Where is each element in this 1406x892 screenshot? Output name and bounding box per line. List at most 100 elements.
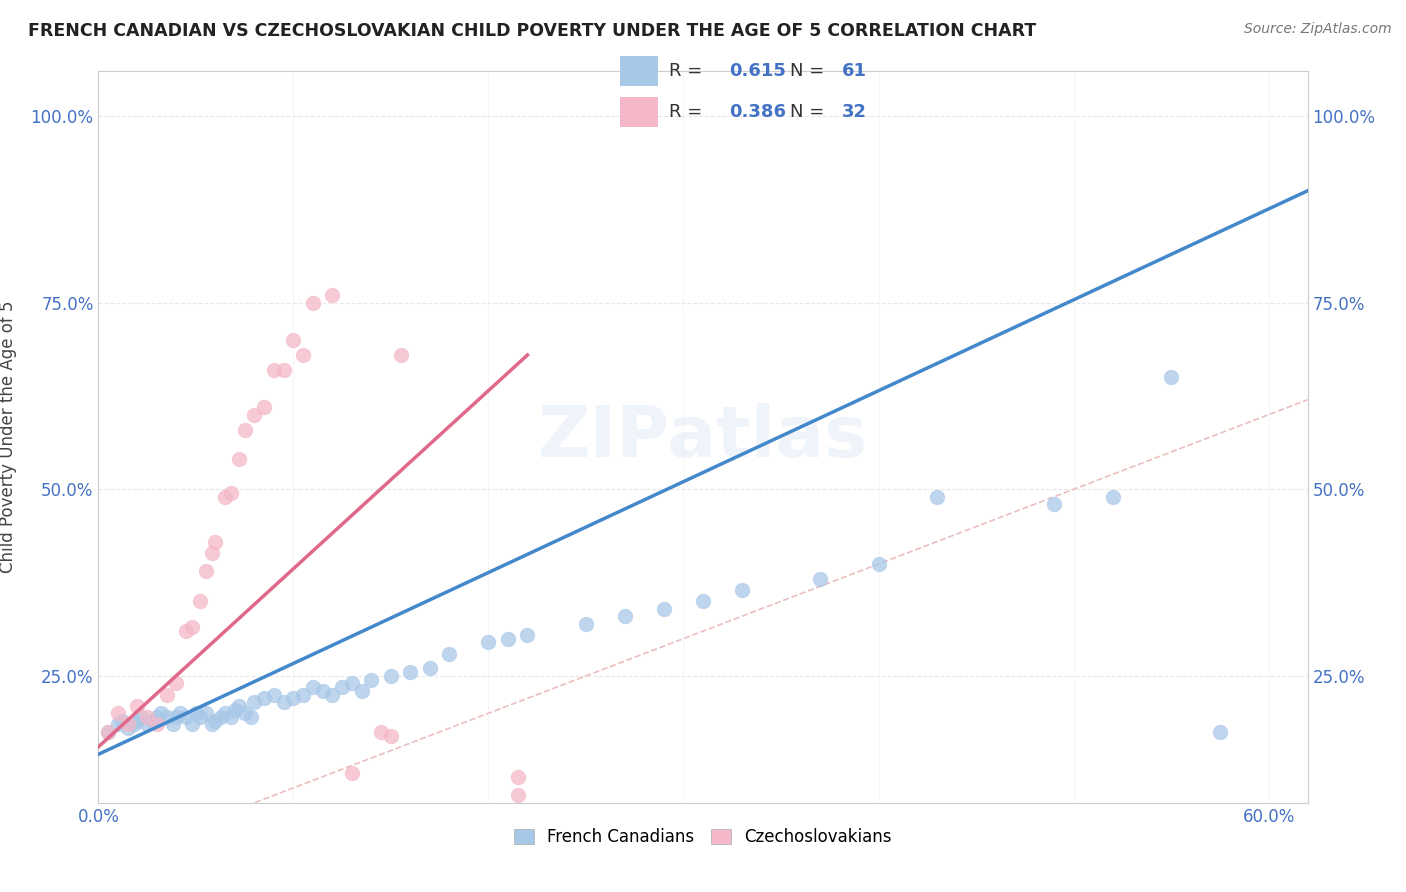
Point	[330, 680, 353, 694]
Point	[253, 691, 276, 706]
Point	[219, 486, 242, 500]
Point	[575, 616, 598, 631]
Point	[360, 673, 382, 687]
Point	[111, 714, 134, 728]
Point	[243, 408, 266, 422]
Point	[614, 609, 637, 624]
Point	[149, 706, 172, 721]
Text: R =: R =	[669, 62, 709, 79]
Point	[146, 717, 169, 731]
Point	[925, 490, 948, 504]
Point	[117, 721, 139, 735]
Point	[228, 698, 250, 713]
Point	[97, 725, 120, 739]
Point	[200, 546, 222, 560]
Point	[1101, 490, 1123, 504]
Point	[209, 710, 232, 724]
Point	[188, 594, 211, 608]
Point	[506, 789, 529, 803]
Text: Source: ZipAtlas.com: Source: ZipAtlas.com	[1244, 22, 1392, 37]
Point	[162, 717, 184, 731]
Point	[1160, 370, 1182, 384]
Point	[477, 635, 499, 649]
Point	[214, 706, 236, 721]
Point	[174, 624, 197, 639]
Point	[808, 572, 831, 586]
Point	[181, 717, 204, 731]
Point	[692, 594, 714, 608]
Point	[107, 706, 129, 721]
Point	[380, 669, 402, 683]
Point	[340, 676, 363, 690]
Point	[302, 680, 325, 694]
Point	[239, 710, 262, 724]
Point	[184, 706, 207, 721]
Legend: French Canadians, Czechoslovakians: French Canadians, Czechoslovakians	[508, 822, 898, 853]
Point	[283, 691, 305, 706]
Point	[1043, 497, 1066, 511]
Text: 0.615: 0.615	[730, 62, 786, 79]
Point	[370, 725, 392, 739]
Point	[156, 688, 179, 702]
Point	[122, 717, 145, 731]
FancyBboxPatch shape	[620, 56, 658, 86]
Point	[399, 665, 422, 680]
Y-axis label: Child Poverty Under the Age of 5: Child Poverty Under the Age of 5	[0, 301, 17, 574]
Point	[188, 710, 211, 724]
Point	[204, 534, 226, 549]
Point	[194, 565, 217, 579]
Point	[321, 288, 343, 302]
Point	[142, 714, 165, 728]
Point	[439, 647, 461, 661]
Point	[731, 583, 754, 598]
Point	[1209, 725, 1232, 739]
Point	[292, 348, 315, 362]
Text: FRENCH CANADIAN VS CZECHOSLOVAKIAN CHILD POVERTY UNDER THE AGE OF 5 CORRELATION : FRENCH CANADIAN VS CZECHOSLOVAKIAN CHILD…	[28, 22, 1036, 40]
Point	[181, 620, 204, 634]
Text: 32: 32	[842, 103, 868, 121]
Point	[243, 695, 266, 709]
Point	[165, 676, 187, 690]
Point	[204, 714, 226, 728]
Point	[389, 348, 412, 362]
Point	[107, 717, 129, 731]
Point	[127, 714, 149, 728]
Point	[350, 683, 373, 698]
Point	[273, 695, 295, 709]
Point	[136, 717, 159, 731]
Point	[219, 710, 242, 724]
Point	[224, 702, 246, 716]
Point	[165, 710, 187, 724]
Point	[263, 688, 285, 702]
Text: N =: N =	[790, 62, 830, 79]
Point	[127, 698, 149, 713]
Point	[169, 706, 191, 721]
Point	[496, 632, 519, 646]
Point	[292, 688, 315, 702]
Point	[174, 710, 197, 724]
Point	[312, 683, 335, 698]
Text: 61: 61	[842, 62, 868, 79]
Point	[321, 688, 343, 702]
Point	[380, 729, 402, 743]
Point	[340, 766, 363, 780]
Point	[419, 661, 441, 675]
Point	[131, 710, 153, 724]
Text: R =: R =	[669, 103, 709, 121]
Text: 0.386: 0.386	[730, 103, 786, 121]
Point	[117, 717, 139, 731]
Point	[302, 295, 325, 310]
Point	[156, 710, 179, 724]
Point	[868, 557, 890, 571]
Point	[273, 363, 295, 377]
Point	[200, 717, 222, 731]
Point	[194, 706, 217, 721]
Point	[97, 725, 120, 739]
Point	[146, 710, 169, 724]
Point	[233, 423, 256, 437]
Point	[516, 628, 538, 642]
Text: ZIPatlas: ZIPatlas	[538, 402, 868, 472]
Point	[136, 710, 159, 724]
Point	[263, 363, 285, 377]
Point	[652, 601, 675, 615]
